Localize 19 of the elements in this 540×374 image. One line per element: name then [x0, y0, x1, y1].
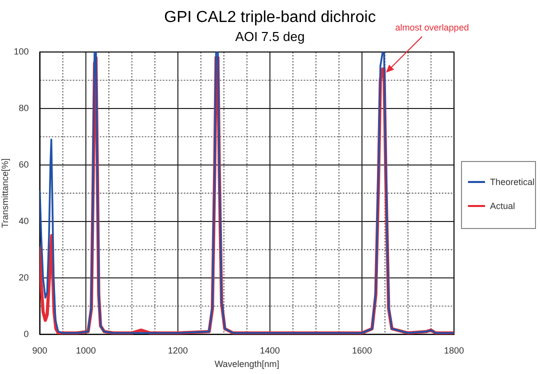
y-tick-label: 20 [18, 272, 29, 282]
x-tick-label: 1000 [76, 345, 96, 356]
x-tick-label: 1800 [444, 345, 464, 356]
y-tick-label: 0 [24, 328, 29, 339]
annotation: almost overlapped [395, 22, 469, 33]
chart-subtitle: AOI 7.5 deg [235, 29, 305, 44]
y-tick-label: 80 [18, 102, 29, 113]
legend-label: Theoretical [490, 177, 535, 187]
x-tick-label: 1600 [352, 345, 372, 356]
y-tick-label: 100 [14, 46, 29, 56]
y-tick-label: 40 [18, 216, 29, 226]
chart-title: GPI CAL2 triple-band dichroic [164, 9, 376, 26]
x-axis-title: Wavelength[nm] [214, 359, 280, 370]
y-tick-label: 60 [18, 159, 29, 170]
x-tick-label: 1200 [168, 345, 188, 356]
legend-label: Actual [490, 201, 516, 211]
x-tick-label: 1400 [260, 345, 280, 356]
y-axis-title: Transmittance[%] [0, 158, 10, 228]
x-tick-label: 900 [32, 345, 48, 356]
